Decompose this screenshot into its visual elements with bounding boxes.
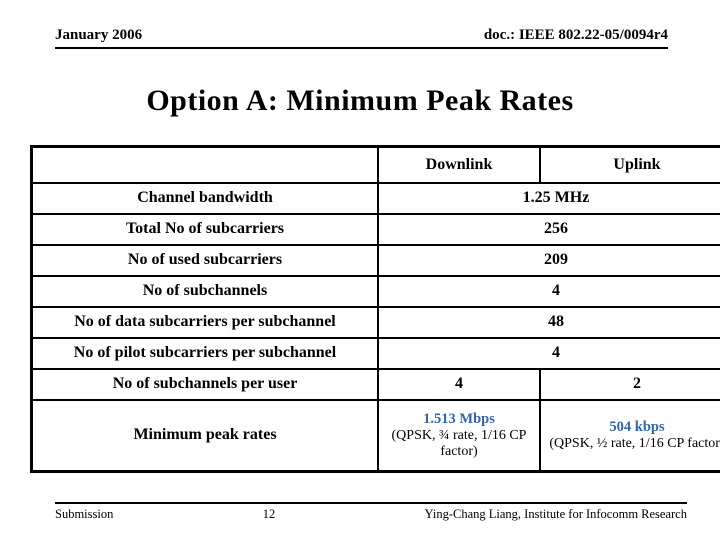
row-label: Minimum peak rates [30, 398, 379, 473]
table-row: No of pilot subcarriers per subchannel 4 [30, 336, 720, 370]
row-value: 1.25 MHz [377, 181, 720, 215]
slide-footer: Submission 12 Ying-Chang Liang, Institut… [55, 502, 687, 522]
row-label: No of data subcarriers per subchannel [30, 305, 379, 339]
table-row: Total No of subcarriers 256 [30, 212, 720, 246]
table-row: No of subchannels 4 [30, 274, 720, 308]
table-row: No of data subcarriers per subchannel 48 [30, 305, 720, 339]
row-label: No of subchannels [30, 274, 379, 308]
table-row: No of subchannels per user 4 2 [30, 367, 720, 401]
row-value: 256 [377, 212, 720, 246]
row-label: No of subchannels per user [30, 367, 379, 401]
downlink-peak-rate-cell: 1.513 Mbps (QPSK, ¾ rate, 1/16 CP factor… [377, 398, 541, 473]
row-value: 48 [377, 305, 720, 339]
uplink-peak-rate-cell: 504 kbps (QPSK, ½ rate, 1/16 CP factor) [539, 398, 720, 473]
table-row: No of used subcarriers 209 [30, 243, 720, 277]
slide-title: Option A: Minimum Peak Rates [146, 84, 574, 117]
downlink-rate-detail: (QPSK, ¾ rate, 1/16 CP factor) [391, 427, 527, 460]
footer-author: Ying-Chang Liang, Institute for Infocomm… [424, 507, 687, 521]
row-label: Total No of subcarriers [30, 212, 379, 246]
row-value: 4 [377, 274, 720, 308]
corner-cell [30, 145, 379, 184]
row-value: 4 [377, 336, 720, 370]
row-uplink-value: 2 [539, 367, 720, 401]
table-row: Channel bandwidth 1.25 MHz [30, 181, 720, 215]
row-label: Channel bandwidth [30, 181, 379, 215]
row-downlink-value: 4 [377, 367, 541, 401]
peak-rates-table: Downlink Uplink Channel bandwidth 1.25 M… [30, 145, 720, 473]
row-label: No of pilot subcarriers per subchannel [30, 336, 379, 370]
slide-header: January 2006 doc.: IEEE 802.22-05/0094r4 [55, 27, 668, 49]
uplink-column-header: Uplink [539, 145, 720, 184]
footer-submission-label: Submission [55, 507, 114, 521]
table-row-minimum-peak-rates: Minimum peak rates 1.513 Mbps (QPSK, ¾ r… [30, 398, 720, 473]
row-value: 209 [377, 243, 720, 277]
footer-page-number: 12 [262, 507, 276, 521]
header-date: January 2006 [55, 27, 143, 43]
header-doc-number: doc.: IEEE 802.22-05/0094r4 [483, 27, 668, 43]
table-header-row: Downlink Uplink [30, 145, 720, 184]
row-label: No of used subcarriers [30, 243, 379, 277]
uplink-rate-value: 504 kbps [609, 418, 665, 435]
downlink-column-header: Downlink [377, 145, 541, 184]
uplink-rate-detail: (QPSK, ½ rate, 1/16 CP factor) [549, 436, 720, 452]
downlink-rate-value: 1.513 Mbps [423, 410, 495, 427]
